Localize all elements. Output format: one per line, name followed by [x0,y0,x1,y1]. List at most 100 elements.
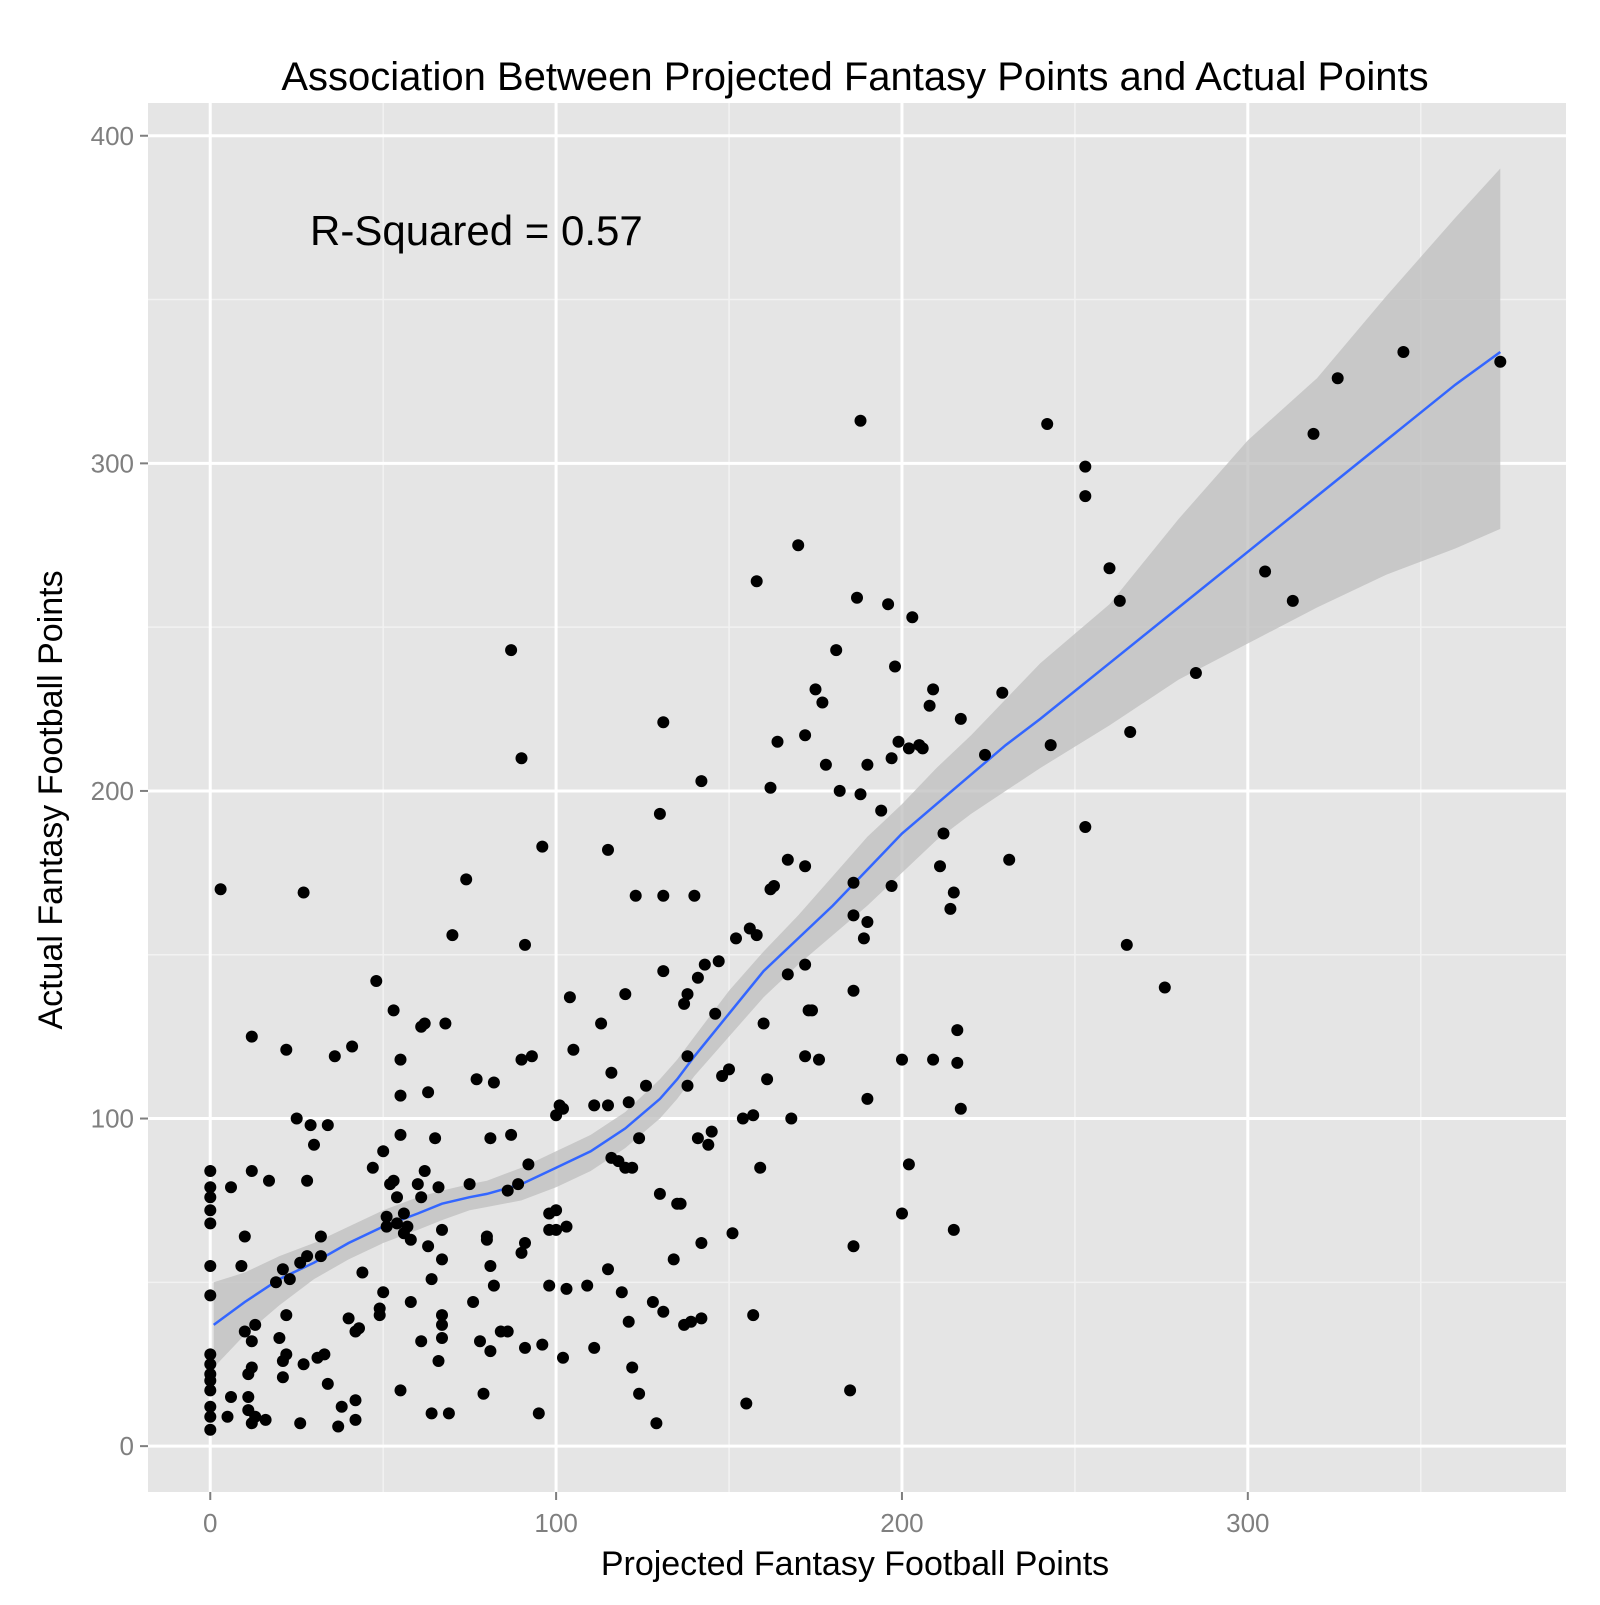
data-point [896,1207,908,1220]
data-point [436,1223,448,1236]
data-point [560,1220,573,1233]
data-point [204,1423,217,1436]
data-point [204,1289,217,1302]
data-point [245,1030,258,1043]
data-point [280,1043,293,1056]
data-point [896,1053,908,1066]
data-point [270,1276,282,1289]
data-point [560,1282,573,1295]
data-point [204,1217,217,1230]
data-point [695,1312,708,1325]
x-tick-label: 100 [534,1508,577,1538]
data-point [695,775,708,788]
data-point [851,591,863,604]
data-point [436,1318,448,1331]
data-point [394,1384,407,1397]
data-point [283,1273,296,1286]
data-point [678,997,691,1010]
data-point [276,1263,289,1276]
data-point [501,1184,514,1197]
data-point [290,1112,303,1125]
data-point [1259,565,1272,578]
data-point [221,1410,234,1423]
data-point [861,1092,874,1105]
data-point [425,1407,438,1420]
data-point [830,644,843,657]
data-point [470,1073,483,1086]
data-point [204,1368,217,1381]
data-point [425,1273,438,1286]
data-point [653,1187,666,1200]
data-point [446,929,459,942]
data-point [519,1341,531,1354]
data-point [1124,726,1137,738]
data-point [799,860,812,873]
data-point [951,1024,964,1037]
y-tick-label: 200 [91,776,134,806]
data-point [937,827,950,840]
data-point [954,1102,967,1115]
data-point [792,539,805,552]
data-point [415,1191,428,1204]
data-point [657,965,670,978]
data-point [505,644,518,657]
y-tick-label: 400 [91,121,134,151]
data-point [847,984,860,997]
data-point [657,716,670,729]
data-point [380,1210,393,1223]
data-point [875,804,888,817]
data-point [1041,418,1054,430]
data-point [204,1348,217,1361]
data-point [225,1181,237,1194]
data-point [602,843,614,856]
data-point [844,1384,857,1397]
data-point [691,1132,704,1145]
data-point [588,1099,601,1112]
data-point [857,932,870,945]
data-point [525,1050,538,1063]
data-point [370,975,383,987]
data-point [380,1220,393,1233]
x-axis-title: Projected Fantasy Football Points [601,1545,1109,1583]
data-point [436,1332,448,1344]
data-point [799,958,812,971]
data-point [927,1053,940,1066]
data-point [214,883,227,896]
data-point [543,1279,556,1292]
data-point [615,1286,628,1299]
data-point [328,1050,341,1063]
data-point [799,1050,812,1063]
data-point [294,1417,307,1430]
data-point [563,991,576,1004]
data-point [297,886,310,899]
data-point [304,1119,317,1132]
data-point [204,1191,217,1204]
data-point [674,1197,687,1210]
data-point [432,1181,445,1194]
data-point [653,807,666,820]
data-point [377,1145,390,1158]
data-point [833,784,846,797]
data-point [619,988,632,1001]
data-point [934,860,946,873]
data-point [1286,594,1299,607]
data-point [705,1125,718,1138]
data-point [979,748,991,761]
data-point [605,1066,618,1079]
data-point [747,1309,760,1322]
data-point [785,1112,798,1125]
data-point [484,1345,497,1358]
data-point [947,1223,960,1236]
data-point [771,735,784,748]
data-point [487,1076,500,1089]
data-point [204,1260,217,1272]
data-point [622,1315,635,1328]
data-point [1189,667,1202,679]
data-point [501,1325,514,1338]
data-point [418,1017,431,1030]
data-point [1397,346,1410,358]
data-point [321,1377,334,1390]
r-squared-annotation: R-Squared = 0.57 [310,207,643,254]
data-point [799,729,812,742]
data-point [259,1413,272,1426]
